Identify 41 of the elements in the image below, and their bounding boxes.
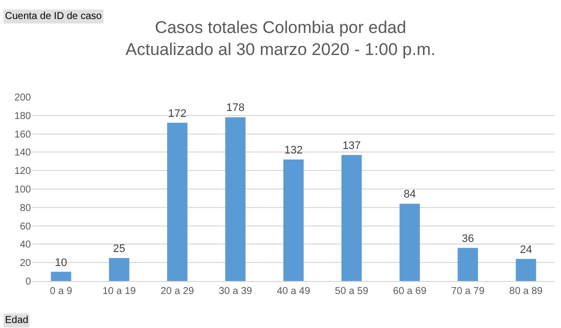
data-label: 25	[113, 243, 126, 255]
data-label: 178	[226, 102, 245, 114]
data-label: 172	[168, 108, 186, 120]
x-tick-label: 70 a 79	[451, 286, 485, 297]
x-tick-label: 20 a 29	[160, 286, 194, 297]
bar	[167, 122, 188, 281]
y-tick-label: 140	[14, 148, 32, 159]
data-label: 36	[462, 232, 474, 245]
data-label: 24	[520, 244, 532, 256]
y-tick-label: 20	[20, 258, 32, 270]
y-tick-label: 100	[14, 184, 32, 196]
bar	[341, 154, 362, 281]
y-tick-label: 200	[14, 92, 32, 104]
x-tick-label: 30 a 39	[218, 286, 253, 297]
x-tick-label: 50 a 59	[334, 286, 369, 297]
bar	[225, 117, 246, 281]
bar	[516, 258, 536, 281]
y-tick-label: 80	[20, 202, 32, 214]
bar	[109, 258, 130, 281]
chart-title: Casos totales Colombia por edad Actualizado al 30 marzo 2020 - 1:00 p.m.	[126, 18, 436, 59]
data-label: 84	[404, 188, 416, 201]
x-tick-label: 10 a 19	[102, 286, 136, 297]
y-tick-label: 160	[14, 129, 32, 140]
y-tick-label: 60	[20, 221, 32, 232]
data-label: 137	[342, 140, 361, 152]
data-label: 132	[284, 144, 303, 157]
text: Cuenta de ID de caso	[5, 11, 102, 22]
y-tick-label: 180	[14, 110, 32, 122]
x-tick-label: 40 a 49	[276, 286, 311, 297]
y-tick-label: 120	[14, 166, 32, 178]
x-tick-label: 60 a 69	[393, 286, 427, 297]
y-tick-label: 40	[20, 240, 32, 251]
bar	[458, 248, 478, 281]
bar	[283, 160, 304, 281]
y-tick-label: 0	[25, 276, 32, 288]
data-label: 10	[54, 256, 68, 269]
bar	[400, 204, 420, 281]
bar	[50, 272, 72, 281]
text: Edad	[5, 315, 28, 326]
x-tick-label: 80 a 89	[509, 286, 544, 297]
x-tick-label: 0 a 9	[50, 286, 73, 297]
